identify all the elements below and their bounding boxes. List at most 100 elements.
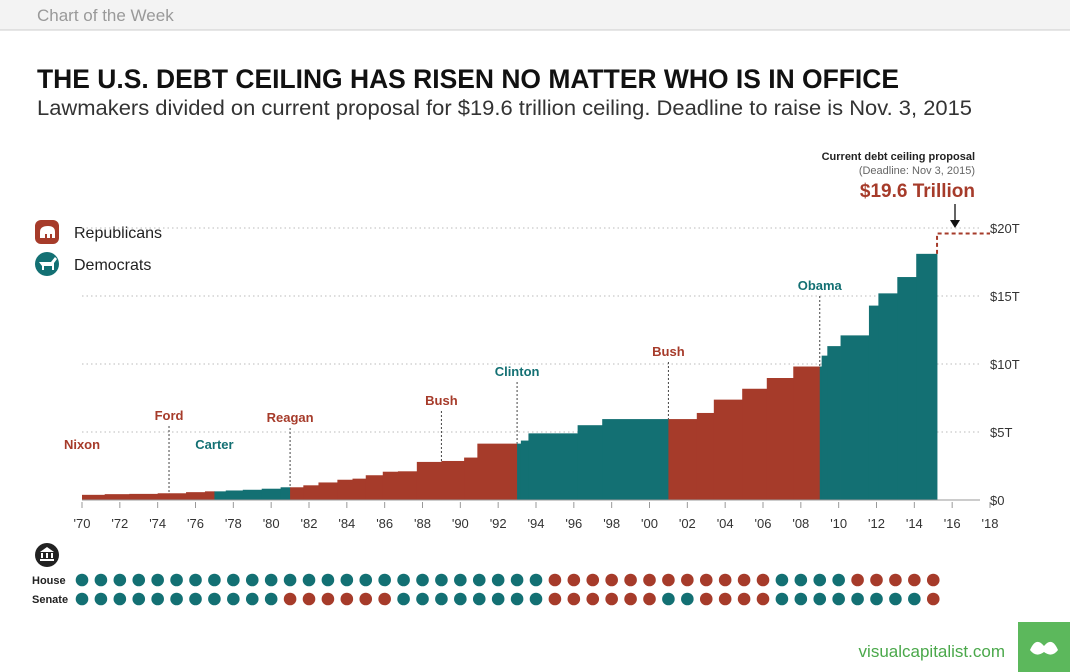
congress-dot [699, 573, 713, 587]
congress-dot [491, 592, 505, 606]
congress-dot [794, 592, 808, 606]
congress-dot [227, 592, 240, 606]
step [577, 425, 603, 500]
step [668, 419, 698, 500]
congress-dot [889, 592, 902, 606]
congress-dot [321, 592, 335, 606]
congress-dot [662, 573, 675, 587]
step [477, 443, 518, 500]
step [464, 457, 478, 500]
x-tick-label: '84 [338, 516, 355, 531]
congress-dot [718, 573, 732, 587]
chart-title: THE U.S. DEBT CEILING HAS RISEN NO MATTE… [37, 64, 899, 94]
congress-dot [472, 573, 486, 587]
president-label: Clinton [495, 364, 540, 379]
congress-dot [264, 592, 278, 606]
congress-dot [454, 573, 467, 587]
x-tick-label: '18 [982, 516, 999, 531]
capitol-glyph [40, 547, 54, 561]
congress-dot [775, 573, 789, 587]
x-tick-label: '74 [149, 516, 166, 531]
step [129, 493, 159, 500]
step [520, 440, 529, 500]
chamber-label: House [32, 575, 66, 587]
step [365, 475, 384, 500]
congress-dot [908, 592, 921, 606]
step [602, 419, 669, 500]
congress-dot [510, 592, 524, 606]
congress-dot [208, 573, 221, 587]
congress-dot [340, 592, 354, 606]
step [713, 399, 743, 500]
congress-dot [75, 573, 89, 587]
congress-dot [416, 592, 429, 606]
donkey-icon [39, 257, 57, 270]
congress-dot [643, 592, 656, 606]
congress-dot [208, 592, 221, 606]
congress-dot [889, 573, 902, 587]
congress-dot [926, 592, 940, 606]
president-label: Ford [155, 408, 184, 423]
step [303, 485, 319, 500]
congress-dot [132, 592, 146, 606]
congress-dot [189, 573, 202, 587]
congress-dot [529, 592, 543, 606]
x-tick-label: '00 [641, 516, 658, 531]
x-tick-label: '86 [376, 516, 393, 531]
x-tick-label: '12 [868, 516, 885, 531]
header-bar [0, 0, 1070, 30]
step [204, 491, 215, 500]
congress-dot [567, 573, 581, 587]
step [214, 491, 227, 500]
president-label: Obama [798, 278, 843, 293]
step [742, 388, 768, 500]
step [878, 293, 898, 500]
x-tick-label: '90 [452, 516, 469, 531]
x-tick-label: '70 [74, 516, 91, 531]
legend-label: Democrats [74, 257, 151, 274]
congress-dot [132, 573, 146, 587]
congress-dot [832, 573, 845, 587]
x-tick-label: '10 [830, 516, 847, 531]
congress-dot [245, 573, 259, 587]
step [82, 494, 106, 500]
legend: Republicans Democrats [35, 220, 162, 276]
step [225, 490, 244, 500]
congress-dot [151, 573, 164, 587]
congress-dot [416, 573, 429, 587]
congress-dot [151, 592, 164, 606]
congress-dot [605, 592, 618, 606]
step [821, 355, 828, 500]
step [382, 471, 399, 500]
congress-dot [718, 592, 732, 606]
president-label: Carter [195, 437, 233, 452]
congress-dot [491, 573, 505, 587]
congress-dot [548, 573, 562, 587]
congress-dot [586, 592, 600, 606]
congress-dot [435, 573, 448, 587]
step [416, 461, 442, 500]
congress-dot [454, 592, 467, 606]
congress-dot [794, 573, 808, 587]
congress-dot [113, 573, 127, 587]
x-tick-label: '82 [301, 516, 318, 531]
legend-label: Republicans [74, 225, 162, 242]
congress-dot [359, 573, 373, 587]
y-tick-label: $0 [990, 493, 1004, 508]
congress-dot [170, 592, 183, 606]
x-tick-label: '02 [679, 516, 696, 531]
x-tick-label: '88 [414, 516, 431, 531]
x-tick-label: '14 [906, 516, 923, 531]
congress-dot [170, 573, 183, 587]
congress-dot [283, 573, 297, 587]
congress-dot [529, 573, 543, 587]
congress-dot [302, 592, 316, 606]
x-tick-label: '78 [225, 516, 242, 531]
step [169, 493, 187, 500]
congress-dot [359, 592, 373, 606]
congress-dot [832, 592, 845, 606]
congress-dot [397, 573, 410, 587]
congress-dot [113, 592, 127, 606]
chart-subtitle: Lawmakers divided on current proposal fo… [37, 97, 972, 120]
congress-dot [926, 573, 940, 587]
